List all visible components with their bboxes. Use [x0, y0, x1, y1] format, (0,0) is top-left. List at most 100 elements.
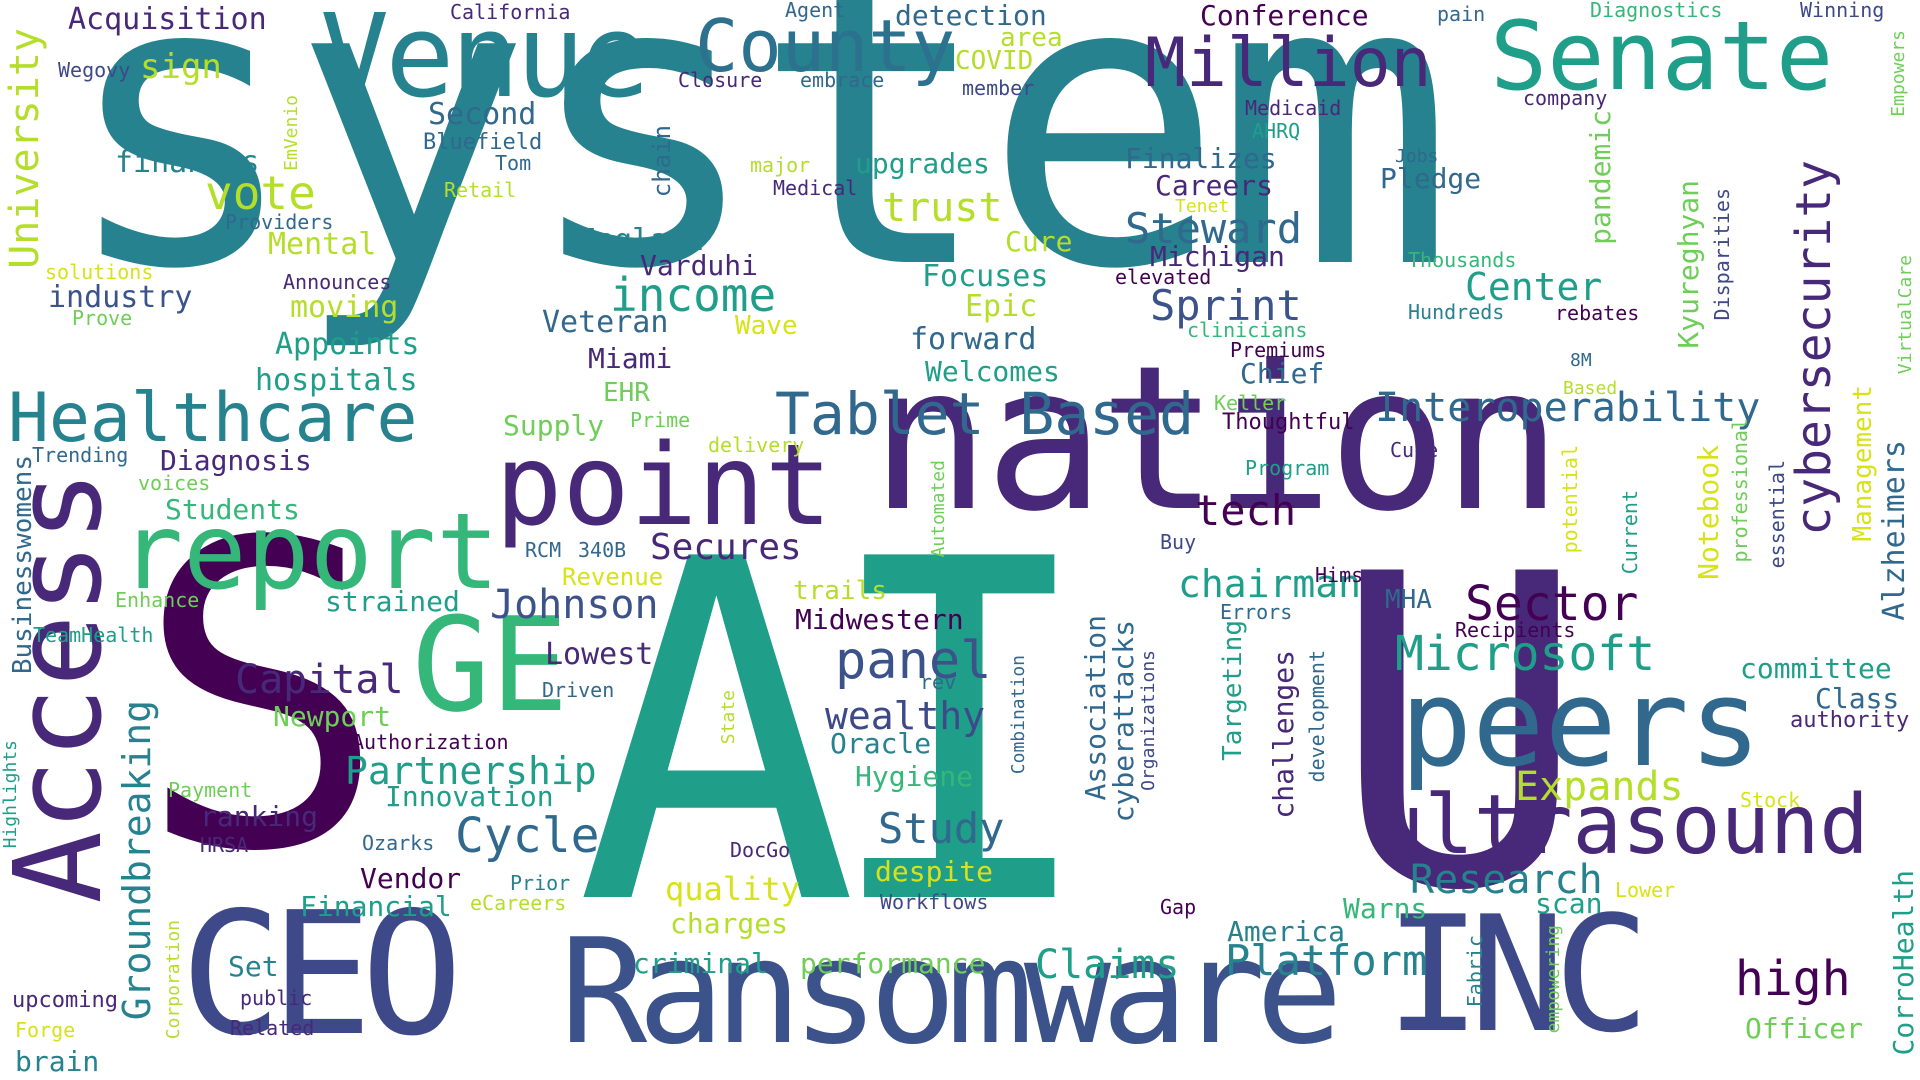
word-elevated: elevated	[1115, 265, 1212, 289]
word-tablet-based: Tablet Based	[775, 380, 1195, 448]
word-rebates: rebates	[1555, 301, 1640, 325]
word-area: area	[1000, 23, 1063, 53]
word-officer: Officer	[1745, 1012, 1864, 1045]
word-point: point	[495, 421, 833, 551]
word-tech: tech	[1195, 486, 1297, 535]
word-chain: chain	[648, 125, 676, 198]
word-kyureghyan: Kyureghyan	[1672, 180, 1705, 349]
word-essential: essential	[1765, 460, 1789, 569]
word-capital: Capital	[235, 657, 404, 703]
word-trust: trust	[882, 185, 1003, 231]
word-covid: COVID	[955, 46, 1034, 76]
word-ultrasound: ultrasound	[1375, 778, 1869, 873]
word-supply: Supply	[503, 409, 605, 442]
word-high: high	[1735, 951, 1851, 1007]
word-study: Study	[878, 804, 1005, 853]
word-stock: Stock	[1740, 788, 1801, 812]
word-alzheimers: Alzheimers	[1877, 440, 1912, 621]
word-organizations: Organizations	[1138, 650, 1159, 791]
word-groundbreaking: Groundbreaking	[115, 700, 159, 1021]
word-trending: Trending	[32, 443, 129, 467]
word-company: company	[1523, 86, 1608, 110]
word-premiums: Premiums	[1230, 338, 1327, 362]
word-potential: potential	[1558, 445, 1582, 554]
word-winning: Winning	[1800, 0, 1885, 22]
word-association: Association	[1079, 615, 1112, 801]
word-venue: Venue	[320, 0, 650, 124]
word-wegovy: Wegovy	[58, 58, 131, 82]
word-despite: despite	[875, 855, 994, 888]
word-strained: strained	[325, 585, 460, 618]
word-member: member	[962, 76, 1035, 100]
word-forge: Forge	[15, 1018, 76, 1042]
word-center: Center	[1465, 265, 1603, 309]
word-set: Set	[228, 950, 279, 983]
word-veteran: Veteran	[542, 305, 669, 340]
word-u: U	[1330, 485, 1589, 985]
word-expands: Expands	[1515, 764, 1684, 810]
word-diagnostics: Diagnostics	[1590, 0, 1723, 22]
word-program: Program	[1245, 456, 1330, 480]
word-disparities: Disparities	[1710, 188, 1734, 321]
word-mental: Mental	[268, 227, 377, 262]
word-authorization: Authorization	[352, 730, 509, 754]
word-ahrq: AHRQ	[1252, 119, 1301, 143]
word-pain: pain	[1437, 2, 1486, 26]
word-agent: Agent	[785, 0, 846, 22]
word-warns: Warns	[1343, 892, 1428, 925]
word-class: Class	[1815, 682, 1900, 715]
word-prove: Prove	[72, 306, 133, 330]
word-cube: Cube	[1390, 438, 1439, 462]
word-michigan: Michigan	[1150, 240, 1285, 273]
word-notebook: Notebook	[1692, 445, 1725, 580]
word-epic: Epic	[965, 289, 1038, 324]
word-careers: Careers	[1155, 169, 1274, 202]
word-lower: Lower	[1615, 878, 1676, 902]
word-clinicians: clinicians	[1187, 318, 1308, 342]
word-providers: Providers	[225, 210, 334, 234]
word-revenue: Revenue	[562, 563, 664, 591]
word-criminal: criminal	[633, 947, 768, 980]
word-upcoming: upcoming	[12, 988, 118, 1013]
word-students: Students	[165, 493, 300, 526]
word-major: major	[750, 153, 811, 177]
word-hygiene: Hygiene	[855, 760, 974, 793]
word-peers: peers	[1400, 655, 1762, 794]
word-corporation: Corporation	[163, 920, 184, 1040]
word-varduhi: Varduhi	[640, 249, 759, 282]
word-miami: Miami	[588, 342, 673, 375]
word-ranking: ranking	[200, 800, 319, 833]
word-county: County	[695, 4, 956, 88]
word-inc: INC	[1385, 881, 1650, 1068]
word-panel: panel	[835, 631, 992, 691]
word-ehr: EHR	[603, 378, 650, 408]
word-empowering: empowering	[1543, 925, 1564, 1034]
word-errors: Errors	[1220, 600, 1293, 624]
word-ransomware: Ransomware	[560, 908, 1343, 1077]
word-cybersecurity: cybersecurity	[1786, 160, 1842, 536]
word-hospitals: hospitals	[255, 363, 418, 398]
word-finances: finances	[115, 145, 260, 180]
word-quality: quality	[665, 870, 800, 908]
word-current: Current	[1618, 490, 1642, 575]
word-midwestern: Midwestern	[795, 603, 964, 636]
word-based: Based	[1563, 378, 1618, 399]
word-rcm: RCM	[525, 538, 562, 562]
word-america: America	[1227, 915, 1346, 948]
word-wave: Wave	[735, 311, 798, 341]
word-healthcare: Healthcare	[8, 379, 418, 458]
word-upgrades: upgrades	[855, 147, 990, 180]
word-conference: Conference	[1200, 0, 1369, 32]
word-university: University	[2, 28, 48, 269]
word-docgo: DocGo	[730, 838, 791, 862]
word-thoughtful: Thoughtful	[1222, 410, 1355, 435]
word-hrsa: HRSA	[200, 833, 249, 857]
word-pandemic: pandemic	[1584, 110, 1617, 245]
word-announces: Announces	[283, 270, 392, 294]
word-solutions: solutions	[45, 260, 154, 284]
word-embrace: embrace	[800, 68, 885, 92]
word-senate: Senate	[1490, 2, 1834, 112]
word-nation: nation	[870, 323, 1562, 556]
word-development: development	[1305, 650, 1329, 783]
word-hundreds: Hundreds	[1408, 300, 1505, 324]
